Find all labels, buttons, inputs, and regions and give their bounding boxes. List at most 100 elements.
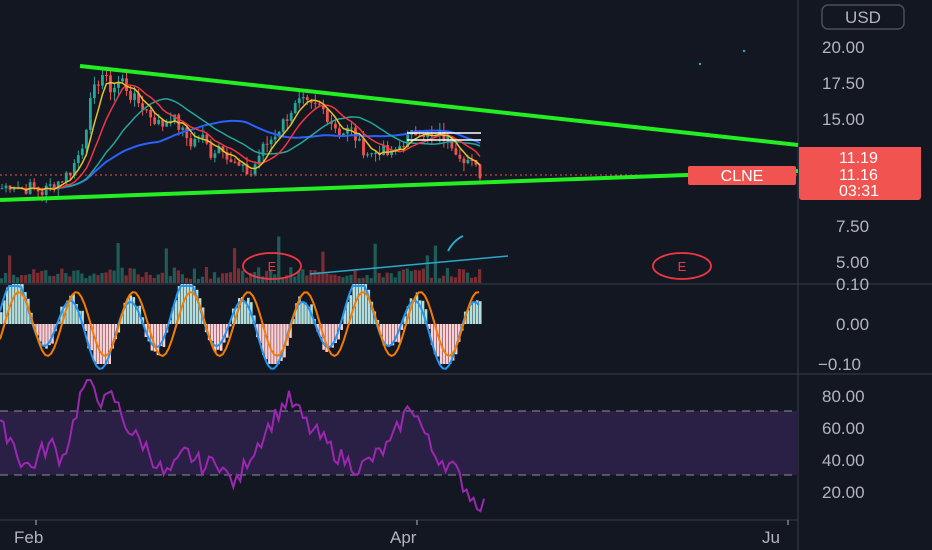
oscillator-bar bbox=[361, 284, 365, 324]
candle-body bbox=[342, 133, 345, 136]
volume-bar bbox=[12, 274, 16, 283]
candle-body bbox=[458, 154, 462, 159]
oscillator-bar bbox=[298, 296, 301, 324]
candle bbox=[313, 94, 317, 109]
candle-body bbox=[350, 127, 353, 129]
volume-bar bbox=[353, 270, 357, 283]
volume-bar bbox=[152, 277, 156, 283]
oscillator-bar bbox=[189, 284, 193, 324]
currency-button[interactable]: USD bbox=[821, 4, 905, 30]
candle-body bbox=[60, 181, 64, 183]
volume-bar bbox=[457, 268, 462, 283]
time-tick-label: Feb bbox=[14, 528, 43, 547]
oscillator-bar bbox=[39, 324, 42, 342]
oscillator-bar bbox=[237, 298, 241, 324]
candle-body bbox=[466, 159, 470, 164]
price-tag-last-value: 11.16 bbox=[839, 167, 878, 184]
volume-bar bbox=[385, 272, 389, 283]
drawing-dot-2 bbox=[698, 62, 702, 66]
volume-bar bbox=[180, 274, 184, 283]
volume-bar bbox=[20, 275, 24, 283]
volume-bar bbox=[228, 272, 233, 283]
volume-bar bbox=[216, 277, 221, 283]
rsi-tick: 20.00 bbox=[822, 483, 865, 502]
volume-bar bbox=[465, 272, 470, 283]
time-tick-label: Apr bbox=[390, 528, 417, 547]
oscillator-signal-line-blue bbox=[0, 285, 480, 370]
earnings-marker-2[interactable]: E bbox=[652, 252, 712, 280]
oscillator-bar bbox=[325, 324, 328, 352]
candle bbox=[321, 99, 325, 115]
candle bbox=[88, 92, 92, 135]
volume-bar bbox=[92, 273, 96, 283]
oscillator-bar bbox=[207, 324, 211, 341]
candle-body bbox=[221, 146, 225, 152]
volume-bar bbox=[132, 268, 136, 283]
volume-bar bbox=[381, 277, 385, 283]
candle-body bbox=[157, 119, 161, 124]
oscillator-bar bbox=[430, 324, 434, 345]
candle bbox=[165, 119, 169, 127]
oscillator-bar bbox=[108, 324, 112, 364]
oscillator-bar bbox=[159, 324, 163, 346]
rsi-line[interactable] bbox=[0, 379, 485, 513]
oscillator-bar bbox=[177, 286, 181, 324]
candle-body bbox=[301, 97, 305, 99]
price-tick: 20.00 bbox=[822, 38, 865, 57]
oscillator-bar bbox=[15, 284, 18, 324]
candle-body bbox=[333, 123, 337, 129]
volume-bar bbox=[257, 267, 261, 283]
candle bbox=[241, 163, 245, 173]
trendline-lower[interactable] bbox=[0, 169, 799, 202]
candle-body bbox=[325, 109, 329, 122]
candle-body bbox=[305, 97, 309, 100]
candle-body bbox=[44, 185, 48, 195]
volume-bar bbox=[277, 236, 281, 283]
oscillator-bar bbox=[75, 304, 78, 324]
oscillator-bar bbox=[415, 292, 419, 324]
candle-body bbox=[297, 98, 301, 104]
time-axis[interactable]: Feb Apr Ju bbox=[14, 520, 789, 547]
oscillator-bar bbox=[259, 324, 262, 344]
candle bbox=[454, 143, 458, 156]
candle-body bbox=[217, 146, 221, 154]
rsi-tick: 60.00 bbox=[822, 419, 865, 438]
oscillator-bar bbox=[466, 310, 470, 324]
candle-body bbox=[101, 75, 104, 86]
candle-body bbox=[48, 184, 52, 186]
candle-body bbox=[40, 191, 44, 195]
candle bbox=[346, 124, 349, 142]
volume-bar bbox=[461, 269, 466, 283]
volume-bar bbox=[377, 272, 381, 283]
oscillator-bar bbox=[120, 314, 124, 324]
trendline-upper[interactable] bbox=[79, 64, 799, 147]
candle-body bbox=[0, 188, 4, 190]
earnings-marker-1[interactable]: E bbox=[242, 252, 302, 280]
time-tick-label: Ju bbox=[762, 528, 780, 547]
oscillator-bar bbox=[93, 324, 96, 362]
oscillator-tick: −0.10 bbox=[818, 355, 861, 374]
candle bbox=[153, 111, 157, 126]
volume-bar bbox=[397, 271, 401, 283]
price-tag-last-bg bbox=[799, 164, 921, 200]
candle bbox=[285, 114, 289, 130]
candle bbox=[113, 83, 116, 101]
oscillator-bar bbox=[394, 324, 398, 342]
candle bbox=[301, 90, 305, 105]
volume-bar bbox=[349, 274, 353, 283]
ticker-tag[interactable]: CLNE bbox=[688, 166, 796, 185]
volume-bar bbox=[36, 272, 40, 283]
candle-body bbox=[105, 75, 108, 77]
price-axis[interactable]: USD 20.00 17.50 15.00 7.50 5.00 11.19 11… bbox=[799, 4, 921, 272]
candle-body bbox=[225, 151, 229, 160]
volume-bar bbox=[413, 269, 417, 283]
volume-bar bbox=[469, 277, 474, 283]
oscillator-bar bbox=[87, 324, 90, 349]
candle-body bbox=[474, 160, 478, 165]
oscillator-bar bbox=[210, 324, 214, 342]
candle-body bbox=[462, 158, 466, 164]
drawing-mark-cyan[interactable] bbox=[447, 235, 464, 252]
candle-body bbox=[370, 153, 373, 155]
candle bbox=[325, 108, 329, 126]
